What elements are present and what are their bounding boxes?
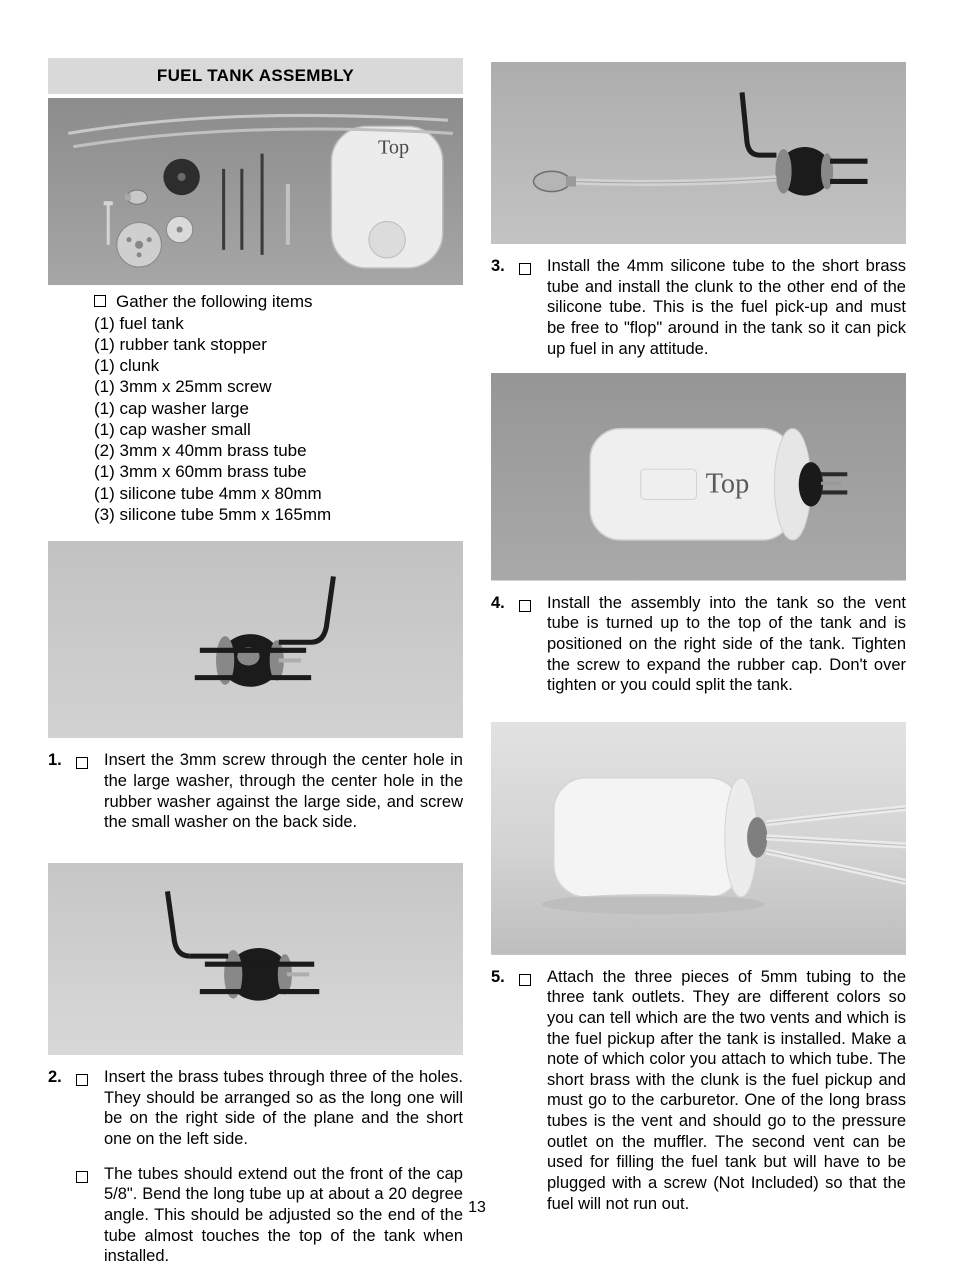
svg-text:Top: Top [706, 469, 750, 500]
figure-stopper-2 [48, 863, 463, 1055]
list-item: (1) fuel tank [94, 313, 463, 334]
figure-tank-hoses [491, 722, 906, 955]
figure-clunk-assembly [491, 62, 906, 244]
checkbox-icon [94, 295, 106, 307]
step-5: 5. Attach the three pieces of 5mm tubing… [491, 967, 906, 1215]
right-column: 3. Install the 4mm silicone tube to the … [491, 58, 906, 1267]
step-number: 5. [491, 967, 519, 988]
section-header: FUEL TANK ASSEMBLY [48, 58, 463, 94]
checkbox-icon [519, 263, 531, 275]
step-text: Insert the 3mm screw through the center … [104, 750, 463, 833]
step-number: 4. [491, 593, 519, 614]
figure-parts-layout: Top [48, 98, 463, 285]
step-text: Install the assembly into the tank so th… [547, 593, 906, 696]
step-2: 2. Insert the brass tubes through three … [48, 1067, 463, 1150]
step-number: 1. [48, 750, 76, 771]
step-text: Attach the three pieces of 5mm tubing to… [547, 967, 906, 1215]
list-item: (1) clunk [94, 355, 463, 376]
checkbox-icon [76, 1171, 88, 1183]
page-number: 13 [0, 1199, 954, 1217]
list-item: (1) cap washer small [94, 419, 463, 440]
list-item: (3) silicone tube 5mm x 165mm [94, 504, 463, 525]
gather-heading: Gather the following items [116, 291, 313, 312]
list-item: (2) 3mm x 40mm brass tube [94, 440, 463, 461]
checkbox-icon [519, 600, 531, 612]
list-item: (1) 3mm x 60mm brass tube [94, 461, 463, 482]
checkbox-icon [519, 974, 531, 986]
parts-list: (1) fuel tank (1) rubber tank stopper (1… [80, 313, 463, 526]
checkbox-icon [76, 757, 88, 769]
step-3: 3. Install the 4mm silicone tube to the … [491, 256, 906, 359]
figure-tank-installed: Top [491, 373, 906, 581]
page-columns: FUEL TANK ASSEMBLY Top [48, 58, 906, 1267]
step-number: 3. [491, 256, 519, 277]
svg-text:Top: Top [378, 137, 409, 159]
step-text: Install the 4mm silicone tube to the sho… [547, 256, 906, 359]
figure-stopper-1 [48, 541, 463, 738]
left-column: FUEL TANK ASSEMBLY Top [48, 58, 463, 1267]
step-4: 4. Install the assembly into the tank so… [491, 593, 906, 696]
step-number: 2. [48, 1067, 76, 1088]
list-item: (1) rubber tank stopper [94, 334, 463, 355]
step-text: Insert the brass tubes through three of … [104, 1067, 463, 1150]
step-1: 1. Insert the 3mm screw through the cent… [48, 750, 463, 833]
list-item: (1) cap washer large [94, 398, 463, 419]
list-item: (1) silicone tube 4mm x 80mm [94, 483, 463, 504]
checkbox-icon [76, 1074, 88, 1086]
list-item: (1) 3mm x 25mm screw [94, 376, 463, 397]
gather-block: Gather the following items (1) fuel tank… [48, 291, 463, 525]
